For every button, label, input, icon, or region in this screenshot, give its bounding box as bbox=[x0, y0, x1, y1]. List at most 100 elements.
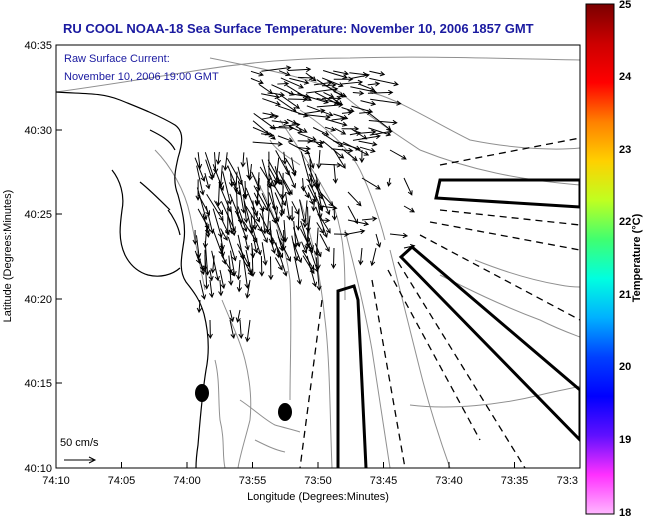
colorbar-tick-label: 20 bbox=[619, 361, 631, 373]
current-vector bbox=[261, 242, 268, 266]
current-vector bbox=[389, 232, 409, 239]
current-vector bbox=[295, 208, 302, 231]
current-vector bbox=[370, 98, 402, 106]
y-axis-label: Latitude (Degrees:Minutes) bbox=[2, 190, 14, 323]
current-vector bbox=[304, 108, 326, 114]
current-vector bbox=[389, 149, 407, 160]
current-vector bbox=[292, 241, 303, 264]
x-tick-label: 73:45 bbox=[370, 475, 398, 487]
land-blob-2 bbox=[278, 403, 292, 421]
current-vector bbox=[347, 191, 362, 207]
current-vector bbox=[321, 82, 337, 88]
current-vector bbox=[403, 243, 416, 250]
current-vector bbox=[351, 73, 370, 79]
current-vector bbox=[288, 96, 308, 103]
current-vector bbox=[359, 146, 376, 153]
y-tick-label: 40:25 bbox=[24, 209, 52, 221]
current-vector bbox=[359, 149, 365, 164]
current-vector bbox=[316, 102, 344, 108]
current-vector bbox=[368, 119, 398, 126]
x-axis-label: Longitude (Degrees:Minutes) bbox=[247, 491, 389, 503]
current-vector bbox=[259, 166, 273, 187]
colorbar-ticks: 25 24 23 22 21 20 19 18 bbox=[619, 0, 632, 518]
current-vector bbox=[282, 151, 288, 165]
y-tick-label: 40:15 bbox=[24, 378, 52, 390]
current-vector bbox=[359, 83, 376, 92]
current-vector bbox=[297, 145, 312, 152]
current-vector bbox=[204, 173, 211, 190]
current-vector bbox=[292, 227, 301, 248]
current-vector bbox=[297, 75, 315, 81]
scale-arrow bbox=[64, 456, 97, 464]
current-vector bbox=[317, 186, 331, 216]
current-vector bbox=[240, 152, 246, 168]
map-content bbox=[56, 56, 580, 468]
current-vector bbox=[403, 205, 416, 213]
current-vector bbox=[316, 222, 325, 234]
current-vector bbox=[298, 113, 331, 120]
current-vector bbox=[334, 127, 347, 135]
current-vector bbox=[260, 228, 268, 244]
current-vector bbox=[386, 177, 392, 187]
current-vector bbox=[323, 91, 335, 98]
current-vector bbox=[286, 118, 298, 125]
current-vector bbox=[331, 147, 354, 154]
current-vector bbox=[306, 255, 318, 288]
current-vector bbox=[204, 152, 216, 179]
current-vector bbox=[206, 193, 224, 222]
current-vector bbox=[347, 219, 370, 227]
current-vector bbox=[287, 66, 312, 73]
current-vector bbox=[261, 93, 281, 100]
current-vector bbox=[219, 269, 226, 290]
current-vector bbox=[250, 247, 256, 278]
current-vector bbox=[325, 118, 348, 127]
current-vector bbox=[333, 76, 354, 82]
current-vector bbox=[245, 279, 251, 299]
x-tick-label: 74:10 bbox=[42, 475, 70, 487]
current-vector bbox=[221, 254, 235, 277]
shipping-lanes bbox=[336, 178, 580, 468]
current-vector bbox=[368, 127, 392, 137]
current-vector bbox=[332, 163, 338, 184]
current-vector bbox=[205, 159, 214, 181]
current-vector bbox=[235, 309, 241, 323]
current-vector bbox=[238, 319, 244, 340]
current-vector bbox=[199, 279, 207, 300]
current-vector bbox=[271, 91, 286, 98]
current-vector bbox=[262, 98, 281, 106]
current-vector bbox=[291, 157, 297, 177]
current-vector bbox=[249, 215, 255, 231]
current-vector bbox=[252, 227, 262, 256]
current-vector bbox=[361, 216, 378, 222]
current-vector bbox=[261, 114, 280, 120]
y-tick-label: 40:20 bbox=[24, 294, 52, 306]
current-vector bbox=[278, 171, 291, 196]
current-vector bbox=[302, 200, 308, 229]
current-vector bbox=[352, 133, 381, 141]
current-vector bbox=[236, 279, 243, 293]
current-vector bbox=[236, 214, 248, 241]
current-vector bbox=[196, 165, 205, 196]
current-vector bbox=[315, 257, 322, 292]
land-blob-1 bbox=[195, 384, 209, 402]
current-vector bbox=[341, 110, 353, 116]
x-tick-label: 73:35 bbox=[501, 475, 529, 487]
current-vector bbox=[274, 192, 285, 215]
x-tick-label: 74:00 bbox=[173, 475, 201, 487]
current-vector bbox=[278, 70, 291, 77]
current-vector bbox=[280, 77, 304, 89]
current-vector bbox=[277, 236, 292, 262]
current-vector bbox=[369, 129, 393, 136]
current-vector bbox=[274, 257, 283, 271]
current-vector bbox=[361, 177, 381, 190]
current-vector bbox=[251, 206, 260, 223]
current-vector bbox=[316, 149, 322, 170]
current-vector bbox=[219, 234, 225, 251]
current-vector bbox=[274, 186, 286, 207]
current-vector bbox=[311, 192, 317, 212]
current-vector bbox=[333, 149, 346, 169]
current-vector bbox=[227, 236, 237, 262]
colorbar bbox=[585, 3, 615, 515]
y-tick-label: 40:35 bbox=[24, 40, 52, 52]
current-vector bbox=[212, 208, 223, 239]
